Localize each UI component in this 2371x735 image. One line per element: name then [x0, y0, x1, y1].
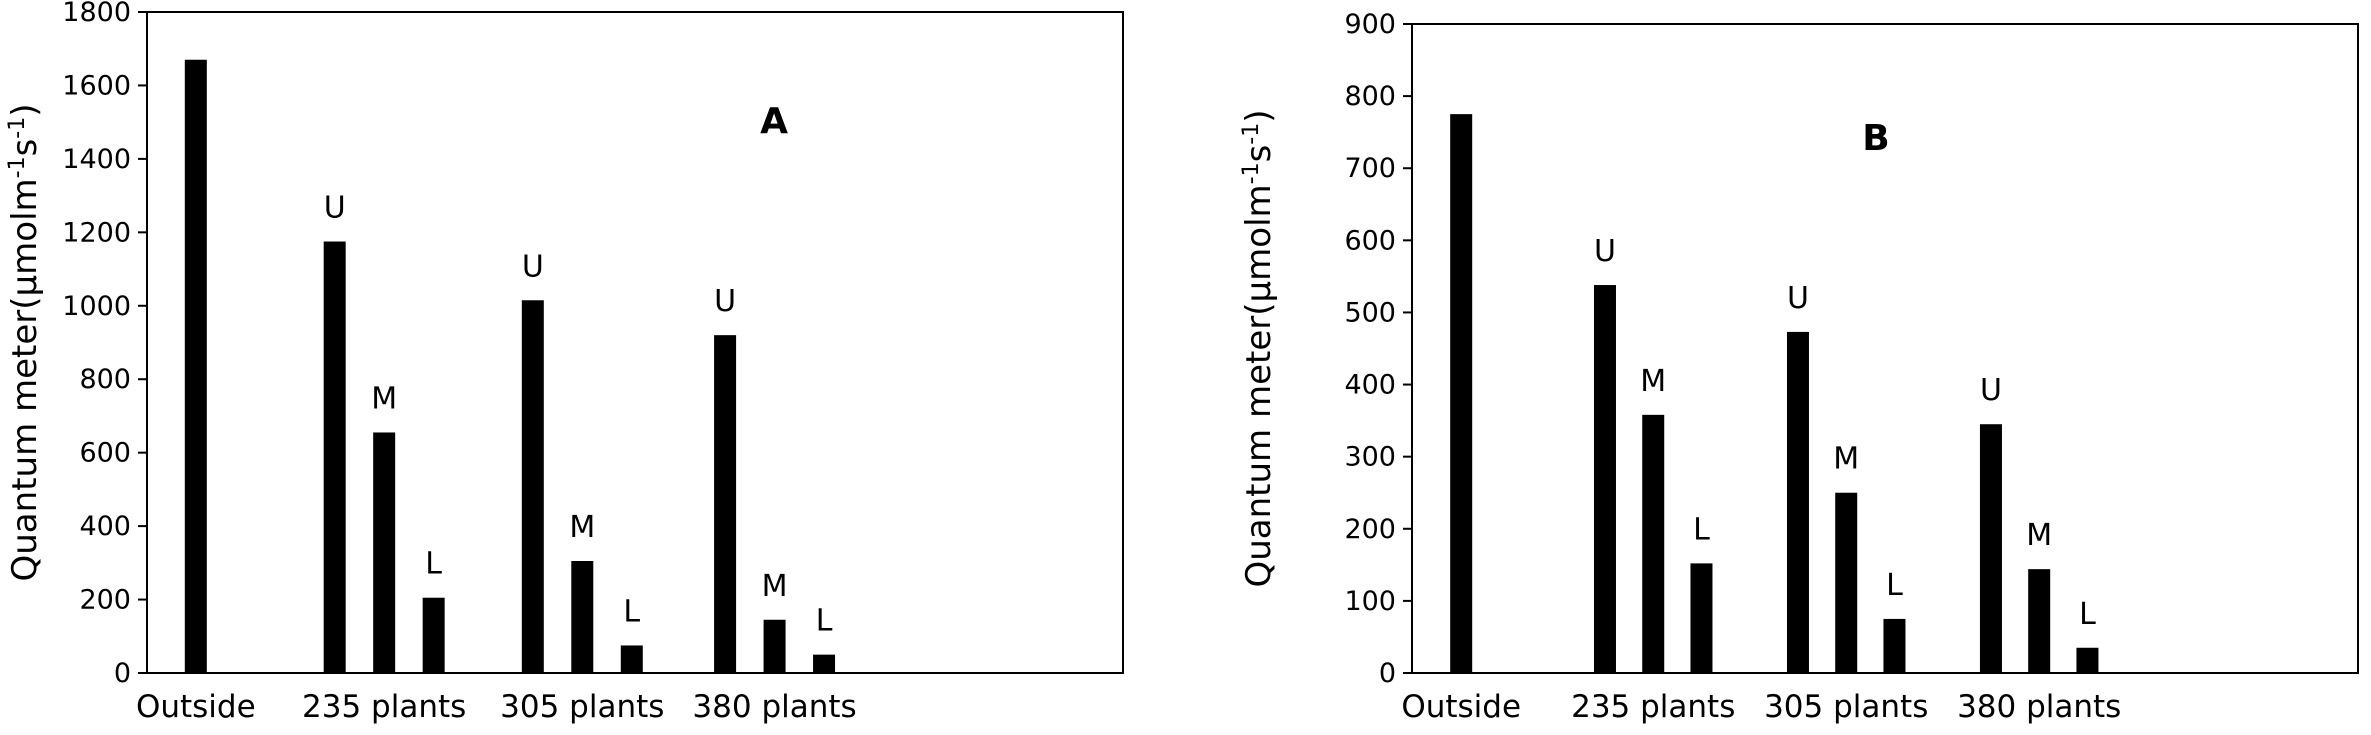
bar: [571, 560, 594, 673]
bar-label: L: [623, 594, 640, 629]
bar-label: M: [371, 381, 397, 416]
bar: [2076, 647, 2099, 673]
chart-b: 0 100 200 300 400 500 600 700 800 900 Quantum mete…: [1239, 9, 2359, 725]
y-tick-label: 400: [79, 511, 131, 542]
y-axis-label: Quantum meter(μmolm-1s-1): [5, 103, 46, 581]
bar-label: U: [1980, 373, 2002, 408]
bar-label: L: [1886, 568, 1903, 603]
bar-label: U: [1594, 234, 1616, 269]
y-tick-label: 900: [1344, 9, 1396, 40]
panel-label: B: [1862, 118, 1889, 159]
x-category-label: 305 plants: [500, 689, 664, 725]
y-tick-label: 1800: [62, 0, 131, 28]
x-category-label: 380 plants: [1957, 689, 2121, 725]
bar: [813, 654, 836, 673]
plot-frame: [146, 11, 1124, 674]
bar: [1883, 618, 1906, 673]
y-tick-label: 100: [1344, 586, 1396, 617]
x-category-label: 235 plants: [1571, 689, 1735, 725]
bar: [763, 619, 786, 673]
bar: [2028, 569, 2051, 673]
y-tick-label: 200: [79, 585, 131, 616]
bar-label: U: [522, 249, 544, 284]
y-axis-label: Quantum meter(μmolm-1s-1): [1239, 109, 1280, 587]
bar-label: L: [816, 604, 833, 639]
bar-label: U: [1787, 281, 1809, 316]
y-tick-label: 1400: [62, 144, 131, 175]
bar: [1642, 414, 1665, 673]
bar-label: M: [1640, 364, 1666, 399]
bar: [1786, 331, 1809, 673]
bar: [184, 59, 207, 673]
y-tick-label: 800: [1344, 81, 1396, 112]
y-tick-label: 1200: [62, 217, 131, 248]
bar-label: L: [425, 547, 442, 582]
bar-label: U: [324, 191, 346, 226]
bar: [373, 432, 396, 673]
bar-label: M: [2026, 518, 2052, 553]
y-tick-label: 600: [79, 438, 131, 469]
y-tick-label: 0: [114, 658, 131, 689]
x-category-label: 235 plants: [302, 689, 466, 725]
y-tick-label: 1000: [62, 291, 131, 322]
bar: [1593, 285, 1616, 673]
y-tick-label: 600: [1344, 225, 1396, 256]
y-tick-label: 700: [1344, 153, 1396, 184]
chart-a: 0 200 400 600 800 1000 1200 1400 1600 1800 Quantum…: [5, 0, 1124, 725]
bar-label: M: [1833, 442, 1859, 477]
bar-label: L: [1693, 512, 1710, 547]
y-tick-label: 1600: [62, 70, 131, 101]
y-tick-label: 200: [1344, 514, 1396, 545]
y-tick-label: 300: [1344, 442, 1396, 473]
bar: [323, 241, 346, 673]
y-tick-label: 800: [79, 364, 131, 395]
y-tick-label: 0: [1379, 658, 1396, 689]
panel-label: A: [760, 101, 788, 142]
bar: [1450, 114, 1473, 673]
y-tick-label: 400: [1344, 370, 1396, 401]
y-tick-label: 500: [1344, 297, 1396, 328]
x-category-label: 305 plants: [1764, 689, 1928, 725]
bar: [620, 645, 643, 673]
bar-label: U: [714, 284, 736, 319]
x-category-label: 380 plants: [692, 689, 856, 725]
bar-label: L: [2079, 597, 2096, 632]
bar: [714, 335, 737, 673]
bar-label: M: [762, 569, 788, 604]
bar-label: M: [569, 510, 595, 545]
x-category-label: Outside: [136, 689, 256, 725]
bar: [422, 597, 445, 673]
bar: [1690, 563, 1713, 673]
x-category-label: Outside: [1401, 689, 1521, 725]
bar: [521, 300, 544, 673]
bar: [1835, 492, 1858, 673]
bar: [1979, 424, 2002, 673]
